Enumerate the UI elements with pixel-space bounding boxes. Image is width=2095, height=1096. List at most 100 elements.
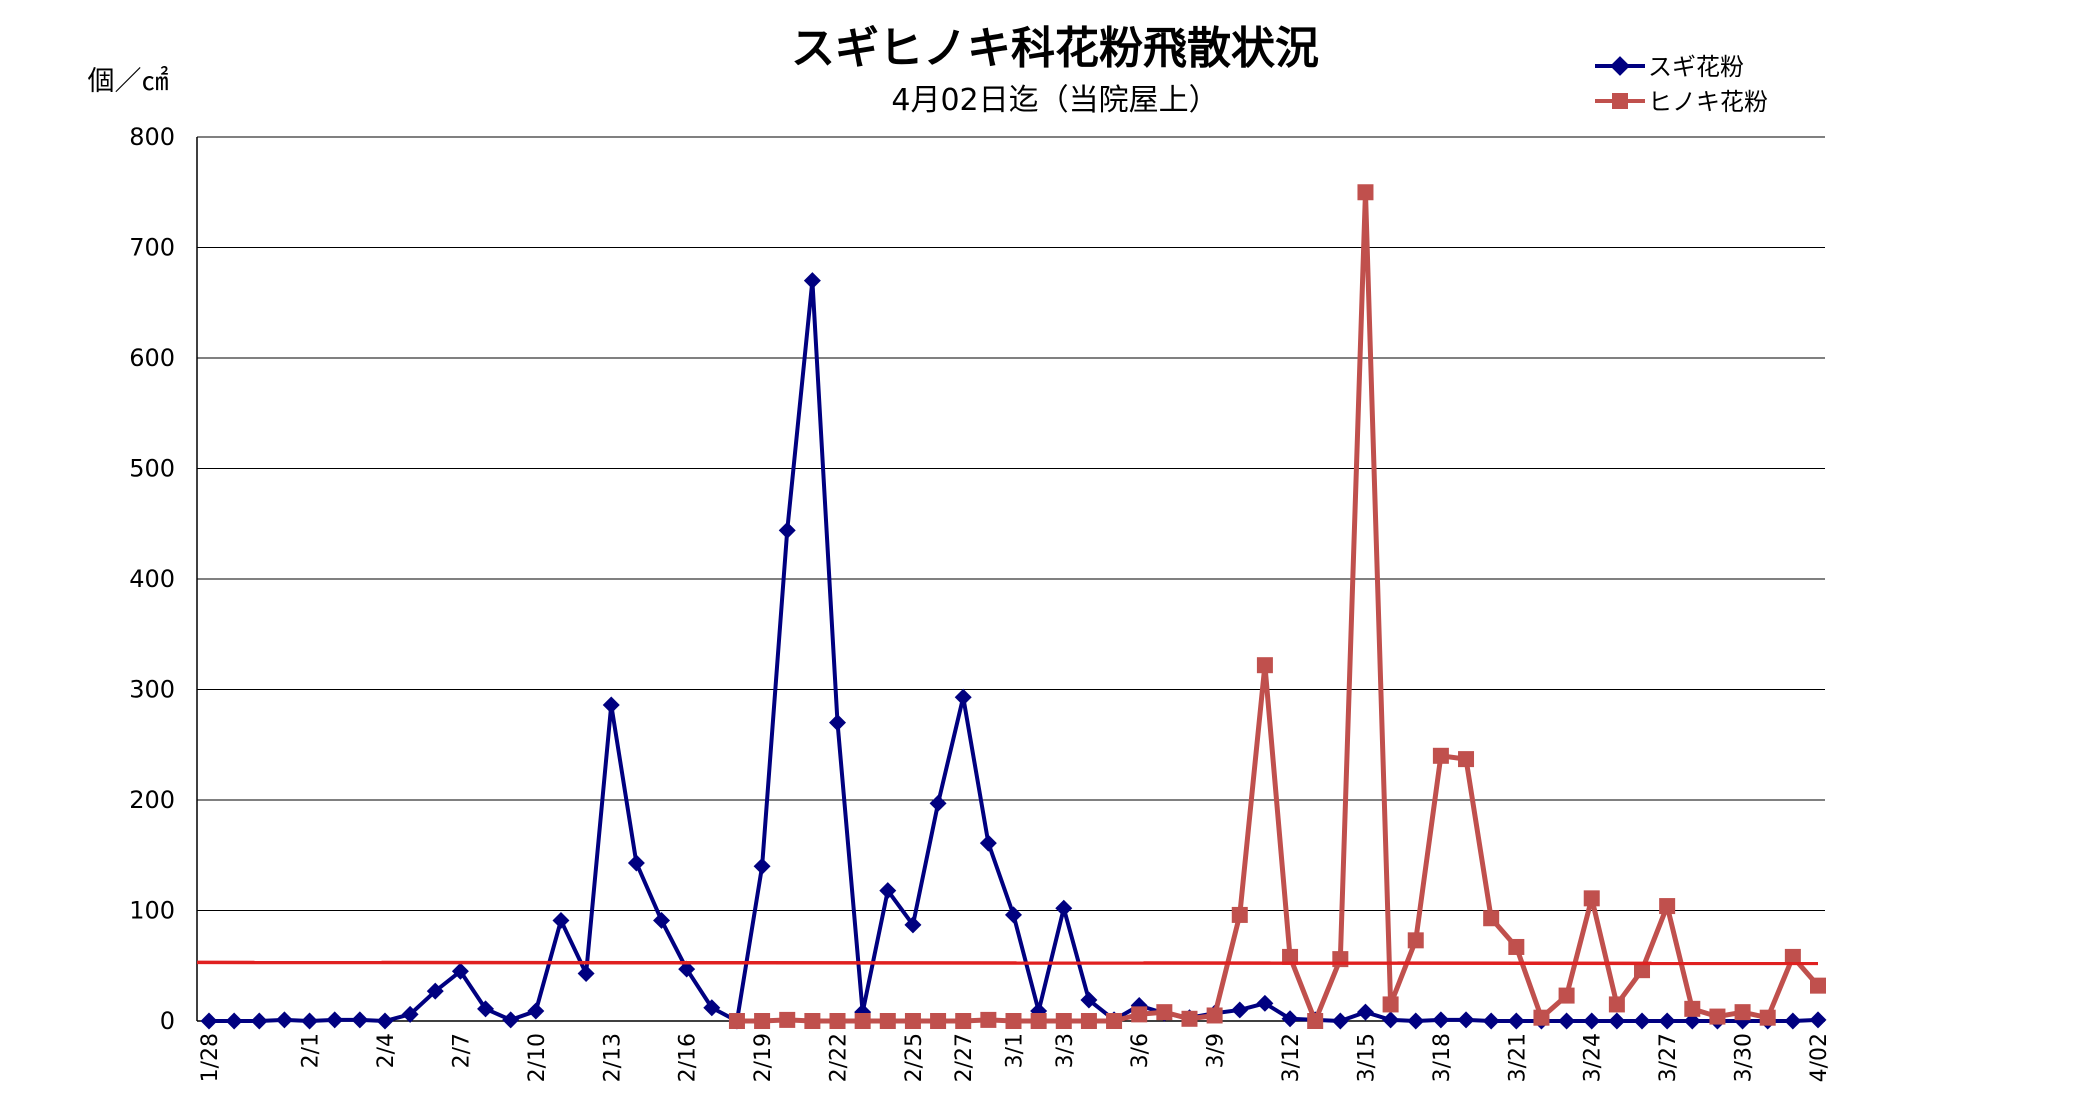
data-point	[1156, 1004, 1173, 1021]
data-point	[778, 521, 796, 539]
y-tick-label: 800	[129, 123, 175, 151]
x-tick-label: 3/6	[1128, 1033, 1153, 1068]
data-point	[904, 916, 922, 934]
data-point	[929, 794, 947, 812]
data-point	[1307, 1013, 1324, 1029]
data-point	[1407, 1012, 1425, 1030]
legend-marker-sugi	[1610, 56, 1630, 76]
data-point	[1507, 1012, 1525, 1030]
data-point	[1055, 1013, 1072, 1029]
data-point	[627, 854, 645, 872]
data-point	[1684, 1000, 1701, 1017]
y-tick-label: 400	[129, 565, 175, 593]
data-point	[1583, 1012, 1601, 1030]
data-point	[1608, 996, 1625, 1013]
series-hinoki	[728, 184, 1826, 1029]
data-point	[1558, 987, 1575, 1004]
legend-label-hinoki: ヒノキ花粉	[1648, 88, 1768, 116]
data-point	[980, 1011, 997, 1028]
data-point	[804, 1013, 821, 1029]
data-point	[401, 1005, 419, 1023]
data-point	[854, 1013, 871, 1029]
data-point	[1810, 977, 1826, 994]
data-point	[678, 960, 696, 978]
series-line	[736, 189, 1820, 1024]
data-point	[1231, 1001, 1249, 1019]
data-point	[1382, 1011, 1400, 1029]
data-point	[1030, 1013, 1047, 1029]
y-tick-label: 500	[129, 455, 175, 483]
reference-line	[196, 960, 1819, 966]
data-point	[602, 696, 620, 714]
data-point	[1356, 1003, 1374, 1021]
data-point	[1533, 1009, 1550, 1026]
gridlines	[197, 136, 1825, 911]
data-point	[1784, 1012, 1802, 1030]
data-point	[200, 1012, 218, 1030]
y-tick-label: 300	[129, 676, 175, 704]
data-point	[1558, 1012, 1576, 1030]
data-point	[1608, 1012, 1626, 1030]
y-tick-label: 200	[129, 786, 175, 814]
y-tick-label: 700	[129, 234, 175, 262]
x-tick-label: 2/19	[751, 1033, 776, 1082]
data-point	[552, 911, 570, 929]
data-point	[477, 1000, 495, 1018]
data-point	[1658, 1012, 1676, 1030]
y-tick-label: 600	[129, 344, 175, 372]
data-point	[1583, 890, 1600, 907]
y-tick-labels: 0 100 200 300 400 500 600 700 800	[129, 123, 175, 1035]
chart-title: スギヒノキ科花粉飛散状況	[791, 23, 1319, 74]
y-tick-label: 0	[160, 1007, 175, 1035]
y-axis-unit: 個／㎠	[88, 66, 169, 97]
x-tick-label: 3/18	[1430, 1033, 1455, 1082]
data-point	[1282, 948, 1299, 965]
data-point	[225, 1012, 243, 1030]
data-point	[1131, 1006, 1148, 1023]
data-point	[1432, 747, 1449, 764]
data-point	[326, 1011, 344, 1029]
data-point	[351, 1011, 369, 1029]
x-tick-label: 4/02	[1807, 1033, 1832, 1082]
data-point	[1809, 1011, 1827, 1029]
legend-item-sugi: スギ花粉	[1595, 53, 1744, 81]
x-tick-label: 2/13	[600, 1033, 625, 1082]
data-point	[1659, 898, 1676, 915]
data-point	[1181, 1010, 1198, 1027]
data-point	[1080, 991, 1098, 1009]
data-point	[728, 1013, 745, 1029]
data-point	[1457, 1011, 1475, 1029]
x-tick-label: 3/21	[1505, 1033, 1530, 1082]
data-point	[1407, 932, 1424, 949]
x-tick-label: 2/10	[525, 1033, 550, 1082]
x-tick-label: 2/27	[952, 1033, 977, 1082]
legend-label-sugi: スギ花粉	[1648, 53, 1744, 81]
data-point	[753, 857, 771, 875]
data-point	[754, 1013, 771, 1029]
legend-marker-hinoki	[1612, 93, 1628, 109]
x-tick-label: 2/16	[676, 1033, 701, 1082]
x-tick-label: 3/15	[1354, 1033, 1379, 1082]
data-point	[577, 964, 595, 982]
data-point	[1709, 1008, 1726, 1025]
data-point	[275, 1011, 293, 1029]
x-tick-label: 3/9	[1204, 1033, 1229, 1068]
data-point	[1080, 1013, 1097, 1029]
data-point	[879, 1013, 896, 1029]
data-point	[1357, 184, 1374, 201]
data-point	[904, 1013, 921, 1029]
data-point	[930, 1013, 947, 1029]
data-point	[703, 999, 721, 1017]
data-point	[250, 1012, 268, 1030]
data-point	[1256, 994, 1274, 1012]
series-sugi	[200, 272, 1827, 1030]
data-point	[1759, 1009, 1776, 1026]
data-point	[954, 688, 972, 706]
data-point	[502, 1011, 520, 1029]
x-tick-label: 3/24	[1581, 1033, 1606, 1082]
data-point	[1005, 906, 1022, 924]
data-point	[1382, 996, 1399, 1013]
data-point	[1231, 906, 1248, 923]
x-tick-label: 1/28	[198, 1033, 223, 1082]
